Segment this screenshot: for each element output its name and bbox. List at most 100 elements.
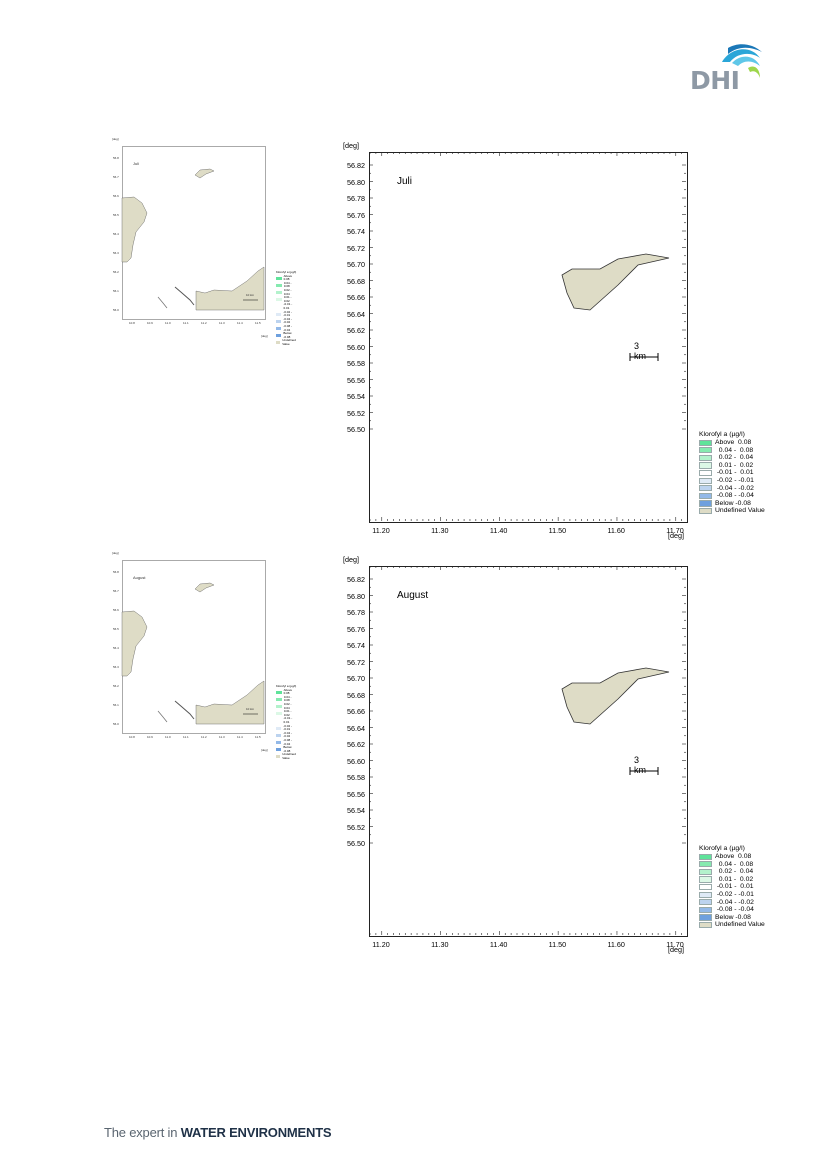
overview-y-tick: 56.5 xyxy=(113,627,119,631)
y-tick-label: 56.76 xyxy=(347,624,365,634)
legend-item: Below -0.08 xyxy=(699,500,765,508)
x-tick-label: 11.70 xyxy=(666,940,684,949)
legend-swatch xyxy=(699,868,712,876)
y-tick-label: 56.82 xyxy=(347,161,365,170)
overview-legend-label: 0.02 - 0.04 xyxy=(283,287,292,296)
overview-west-land xyxy=(121,610,148,677)
overview-island xyxy=(194,168,215,179)
overview-legend-swatch xyxy=(276,276,282,280)
legend-swatch xyxy=(699,454,712,462)
overview-legend-swatch xyxy=(276,733,282,737)
legend-item-label: -0.04 - -0.02 xyxy=(715,484,754,492)
overview-legend-swatch xyxy=(276,690,282,694)
legend-item: -0.02 - -0.01 xyxy=(699,477,765,485)
month-label: Juli xyxy=(397,176,413,187)
overview-island xyxy=(194,582,215,593)
legend-item-label: 0.02 - 0.04 xyxy=(715,868,754,876)
overview-legend-label: 0.04 - 0.08 xyxy=(283,280,292,289)
legend-item: Undefined Value xyxy=(699,921,765,929)
legend-item-label: Below -0.08 xyxy=(715,499,751,507)
overview-y-tick: 56.1 xyxy=(113,289,119,293)
y-tick-label: 56.82 xyxy=(347,575,365,584)
overview-legend-swatch xyxy=(276,298,282,302)
legend-item-label: -0.08 - -0.04 xyxy=(715,906,754,914)
legend-swatch xyxy=(699,922,712,929)
overview-legend-item: Undefined Value xyxy=(276,752,298,760)
overview-y-tick: 56.0 xyxy=(113,722,119,726)
legend-item-label: Below -0.08 xyxy=(715,913,751,921)
y-tick-label: 56.76 xyxy=(347,210,365,220)
legend-item-label: Above 0.08 xyxy=(715,853,752,860)
y-tick-label: 56.70 xyxy=(347,674,365,683)
overview-legend-item: -0.01 - 0.01 xyxy=(276,716,298,724)
overview-x-tick: 11.5 xyxy=(255,735,261,739)
legend-item-label: 0.02 - 0.04 xyxy=(715,454,754,462)
legend-item-label: -0.01 - 0.01 xyxy=(715,469,754,477)
overview-x-tick: 11.1 xyxy=(183,735,189,739)
overview-legend-swatch xyxy=(276,305,282,309)
overview-legend-swatch xyxy=(276,755,281,759)
legend-item: 0.04 - 0.08 xyxy=(699,447,765,455)
overview-legend-label: Undefined Value xyxy=(282,338,296,346)
overview-legend-label: Below -0.08 xyxy=(283,745,292,753)
y-tick-label: 56.80 xyxy=(347,591,365,601)
overview-y-tick: 56.8 xyxy=(113,156,119,160)
legend-item: 0.01 - 0.02 xyxy=(699,462,765,470)
y-tick-label: 56.78 xyxy=(347,608,365,617)
x-axis-unit: [deg] xyxy=(668,945,684,954)
overview-legend-item: -0.02 - -0.01 xyxy=(276,723,298,732)
x-tick-label: 11.60 xyxy=(607,940,625,949)
overview-legend-swatch xyxy=(276,741,282,744)
legend-item: -0.04 - -0.02 xyxy=(699,899,765,907)
legend-item: -0.08 - -0.04 xyxy=(699,906,765,914)
y-tick-label: 56.72 xyxy=(347,657,365,667)
legend-item: -0.08 - -0.04 xyxy=(699,492,765,500)
legend-swatch xyxy=(699,853,712,860)
y-axis-unit: [deg] xyxy=(343,555,359,564)
y-tick-label: 56.72 xyxy=(347,243,365,253)
overview-legend-item: -0.04 - -0.02 xyxy=(276,731,298,739)
overview-x-tick: 11.4 xyxy=(237,735,243,739)
legend-item: 0.04 - 0.08 xyxy=(699,861,765,869)
overview-y-tick: 56.7 xyxy=(113,175,119,179)
legend-item: -0.01 - 0.01 xyxy=(699,469,765,477)
legend-item-label: Above 0.08 xyxy=(715,439,752,446)
y-tick-label: 56.54 xyxy=(347,392,365,401)
overview-x-tick: 11.3 xyxy=(219,735,225,739)
y-tick-label: 56.54 xyxy=(347,806,365,815)
overview-legend-item: 0.01 - 0.02 xyxy=(276,709,298,717)
legend-title: Klorofyl a (µg/l) xyxy=(699,431,745,438)
overview-legend-label: -0.02 - -0.01 xyxy=(283,723,292,732)
legend-title: Klorofyl a (µg/l) xyxy=(699,845,745,852)
overview-legend-swatch xyxy=(276,748,282,752)
overview-southeast-land xyxy=(195,680,265,725)
footer-emphasis: WATER ENVIRONMENTS xyxy=(180,1125,332,1140)
overview-legend-label: -0.08 - -0.04 xyxy=(283,737,292,746)
month-label: August xyxy=(397,590,429,601)
y-tick-label: 56.62 xyxy=(347,740,365,749)
overview-islet xyxy=(157,710,168,723)
legend-swatch xyxy=(699,884,712,891)
footer-tagline: The expert in WATER ENVIRONMENTS xyxy=(104,1125,332,1140)
overview-legend-swatch xyxy=(276,334,282,338)
overview-y-unit: [deg] xyxy=(112,551,119,555)
overview-x-tick: 11.4 xyxy=(237,321,243,325)
overview-legend-swatch xyxy=(276,726,282,730)
overview-y-tick: 56.2 xyxy=(113,270,119,274)
legend-item: 0.02 - 0.04 xyxy=(699,454,765,462)
legend-item: 0.02 - 0.04 xyxy=(699,868,765,876)
legend-swatch xyxy=(699,492,712,500)
overview-legend-item: -0.02 - -0.01 xyxy=(276,310,298,318)
overview-legend-label: -0.01 - 0.01 xyxy=(283,716,293,724)
overview-legend-swatch xyxy=(276,319,282,323)
overview-legend-item: Below -0.08 xyxy=(276,331,298,339)
overview-legend-label: -0.04 - -0.02 xyxy=(283,316,292,325)
overview-y-tick: 56.4 xyxy=(113,646,119,650)
overview-legend-item: 0.04 - 0.08 xyxy=(276,280,298,289)
y-tick-label: 56.62 xyxy=(347,326,365,335)
x-tick-label: 11.50 xyxy=(548,940,567,949)
y-tick-label: 56.56 xyxy=(347,789,365,799)
